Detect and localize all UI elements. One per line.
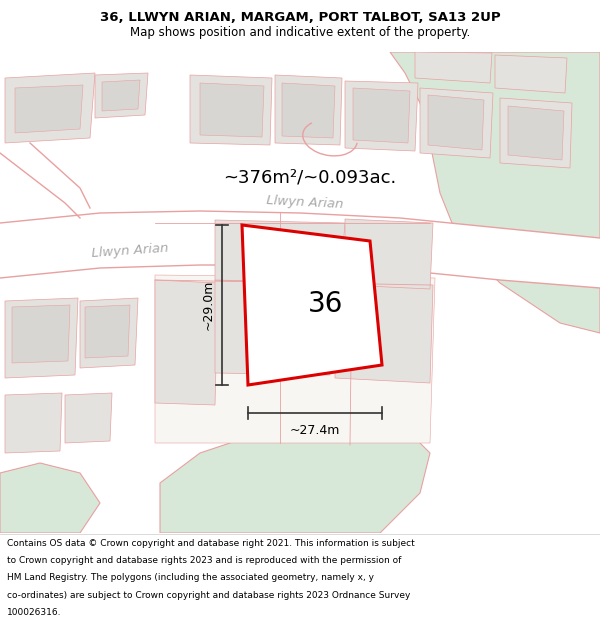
Polygon shape <box>500 98 572 168</box>
Polygon shape <box>12 305 70 363</box>
Text: co-ordinates) are subject to Crown copyright and database rights 2023 Ordnance S: co-ordinates) are subject to Crown copyr… <box>7 591 410 599</box>
Polygon shape <box>415 52 492 83</box>
Text: ~29.0m: ~29.0m <box>202 280 215 330</box>
Polygon shape <box>420 88 493 158</box>
Polygon shape <box>428 95 484 150</box>
Text: Contains OS data © Crown copyright and database right 2021. This information is : Contains OS data © Crown copyright and d… <box>7 539 415 549</box>
Text: Llwyn Arian: Llwyn Arian <box>266 194 344 211</box>
Text: ~376m²/~0.093ac.: ~376m²/~0.093ac. <box>223 169 397 187</box>
Polygon shape <box>5 298 78 378</box>
Polygon shape <box>353 88 410 143</box>
Text: Llwyn Arian: Llwyn Arian <box>91 242 169 260</box>
Polygon shape <box>335 281 433 383</box>
Text: 36: 36 <box>308 290 343 318</box>
Polygon shape <box>80 298 138 368</box>
Polygon shape <box>5 73 95 143</box>
Polygon shape <box>215 220 345 283</box>
Polygon shape <box>85 305 130 358</box>
Polygon shape <box>390 52 600 333</box>
Polygon shape <box>345 81 418 151</box>
Text: to Crown copyright and database rights 2023 and is reproduced with the permissio: to Crown copyright and database rights 2… <box>7 556 401 566</box>
Polygon shape <box>155 280 218 405</box>
Text: HM Land Registry. The polygons (including the associated geometry, namely x, y: HM Land Registry. The polygons (includin… <box>7 574 374 582</box>
Polygon shape <box>160 413 430 533</box>
Polygon shape <box>200 83 264 137</box>
Text: 100026316.: 100026316. <box>7 608 62 616</box>
Polygon shape <box>345 219 433 289</box>
Polygon shape <box>215 280 335 375</box>
Polygon shape <box>0 211 600 288</box>
Polygon shape <box>0 223 80 278</box>
Polygon shape <box>155 275 435 443</box>
Polygon shape <box>495 55 567 93</box>
Polygon shape <box>0 153 80 223</box>
Polygon shape <box>508 106 564 160</box>
Polygon shape <box>282 83 335 138</box>
Polygon shape <box>242 225 382 385</box>
Polygon shape <box>102 80 140 111</box>
Text: Map shows position and indicative extent of the property.: Map shows position and indicative extent… <box>130 26 470 39</box>
Polygon shape <box>0 463 100 533</box>
Polygon shape <box>65 393 112 443</box>
Polygon shape <box>15 85 83 133</box>
Polygon shape <box>190 75 272 145</box>
Text: ~27.4m: ~27.4m <box>290 424 340 438</box>
Polygon shape <box>5 393 62 453</box>
Polygon shape <box>95 73 148 118</box>
Text: 36, LLWYN ARIAN, MARGAM, PORT TALBOT, SA13 2UP: 36, LLWYN ARIAN, MARGAM, PORT TALBOT, SA… <box>100 11 500 24</box>
Polygon shape <box>275 75 342 145</box>
